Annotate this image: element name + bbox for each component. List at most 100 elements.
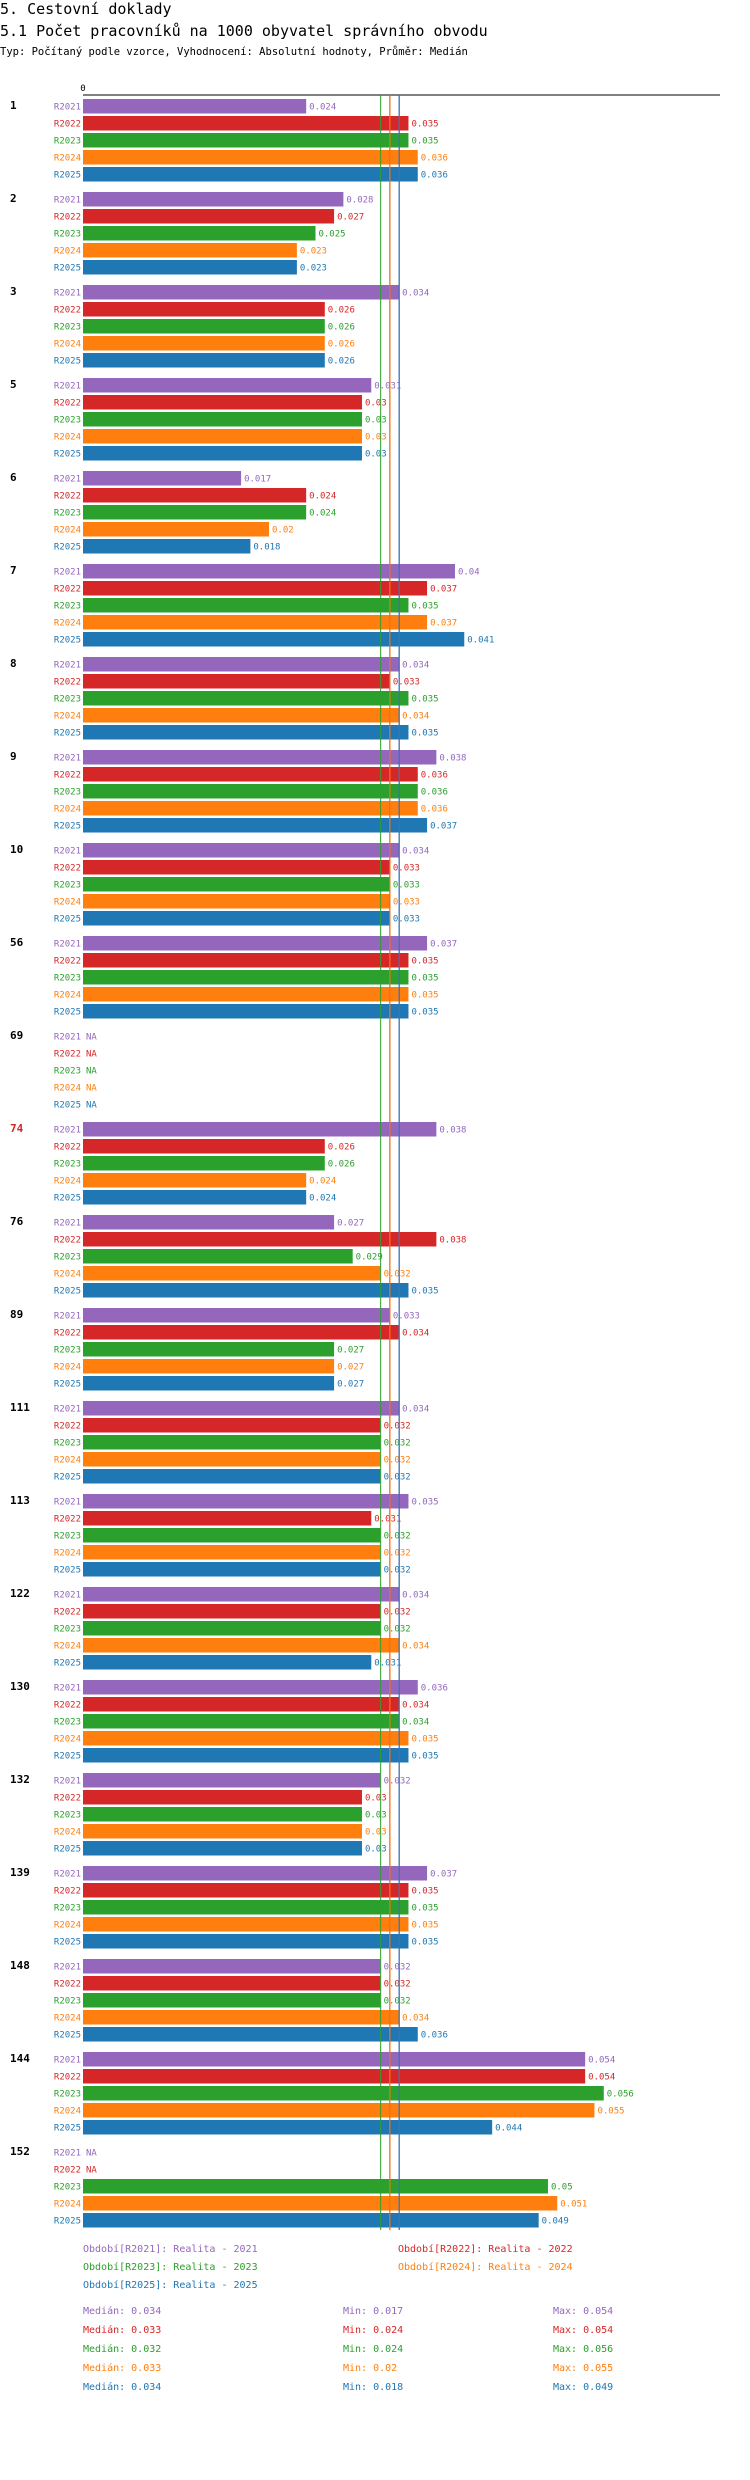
series-row-label: R2021 (54, 754, 81, 764)
bar-value-label: 0.054 (588, 2056, 615, 2066)
bar (83, 894, 390, 909)
bar (83, 784, 418, 799)
bar (83, 1545, 381, 1560)
bar (83, 1900, 409, 1915)
series-row-label: R2023 (54, 602, 81, 612)
bar-value-label: 0.03 (365, 1811, 387, 1821)
bar (83, 2010, 400, 2025)
series-row-label: R2021 (54, 847, 81, 857)
bar-value-label: 0.035 (411, 137, 438, 147)
na-label: NA (86, 1067, 97, 1077)
category-label: 76 (10, 1215, 24, 1228)
stat-median: Medián: 0.032 (83, 2343, 161, 2355)
bar (83, 2086, 604, 2101)
stat-min: Min: 0.024 (343, 2344, 403, 2355)
series-row-label: R2023 (54, 1625, 81, 1635)
bar-value-label: 0.036 (421, 154, 448, 164)
bar (83, 936, 428, 951)
bar (83, 2052, 586, 2067)
bar (83, 1401, 400, 1416)
category-label: 2 (10, 192, 17, 205)
stat-min: Min: 0.017 (343, 2306, 403, 2317)
bar (83, 471, 242, 486)
category-label: 113 (10, 1494, 30, 1507)
bar-value-label: 0.023 (300, 247, 327, 257)
series-row-label: R2022 (54, 1236, 81, 1246)
bar (83, 1638, 400, 1653)
series-row-label: R2025 (54, 1473, 81, 1483)
bar (83, 1976, 381, 1991)
series-row-label: R2023 (54, 230, 81, 240)
bar-value-label: 0.035 (411, 1008, 438, 1018)
bar (83, 429, 362, 444)
bar-value-label: 0.034 (402, 1701, 429, 1711)
bar (83, 1841, 362, 1856)
series-row-label: R2022 (54, 957, 81, 967)
series-row-label: R2022 (54, 2073, 81, 2083)
bar (83, 1469, 381, 1484)
bar-value-label: 0.033 (393, 1312, 420, 1322)
series-row-label: R2023 (54, 788, 81, 798)
bar-value-label: 0.032 (384, 1473, 411, 1483)
bar-value-label: 0.035 (411, 1921, 438, 1931)
series-row-label: R2022 (54, 1050, 81, 1060)
stat-min: Min: 0.024 (343, 2325, 403, 2336)
bar (83, 353, 325, 368)
bar-value-label: 0.032 (384, 1439, 411, 1449)
bar-value-label: 0.034 (402, 1718, 429, 1728)
bar (83, 99, 307, 114)
bar (83, 2213, 539, 2228)
category-label: 5 (10, 378, 17, 391)
category-label: 7 (10, 564, 17, 577)
bar (83, 1697, 400, 1712)
bar (83, 2027, 418, 2042)
series-row-label: R2023 (54, 1439, 81, 1449)
series-row-label: R2024 (54, 1084, 81, 1094)
category-label: 56 (10, 936, 24, 949)
chart-note: Typ: Počítaný podle vzorce, Vyhodnocení:… (0, 46, 468, 58)
series-row-label: R2023 (54, 1811, 81, 1821)
bar (83, 1452, 381, 1467)
bar (83, 970, 409, 985)
stat-median: Medián: 0.034 (83, 2381, 161, 2393)
category-label: 130 (10, 1680, 30, 1693)
series-row-label: R2023 (54, 1997, 81, 2007)
series-row-label: R2024 (54, 247, 81, 257)
bar (83, 2103, 595, 2118)
bar-value-label: 0.026 (328, 306, 355, 316)
stat-max: Max: 0.054 (553, 2306, 613, 2317)
series-row-label: R2024 (54, 433, 81, 443)
legend-item: Období[R2023]: Realita - 2023 (83, 2261, 258, 2273)
bar (83, 2069, 586, 2084)
bar (83, 598, 409, 613)
series-row-label: R2023 (54, 2090, 81, 2100)
bar-value-label: 0.034 (402, 2014, 429, 2024)
bar (83, 1655, 372, 1670)
bar (83, 725, 409, 740)
bar-value-label: 0.03 (365, 416, 387, 426)
bar (83, 336, 325, 351)
bar (83, 1883, 409, 1898)
bar-value-label: 0.037 (430, 619, 457, 629)
series-row-label: R2021 (54, 475, 81, 485)
bar-value-label: 0.035 (411, 695, 438, 705)
na-label: NA (86, 1033, 97, 1043)
series-row-label: R2023 (54, 695, 81, 705)
series-row-label: R2024 (54, 1828, 81, 1838)
bar (83, 708, 400, 723)
bar (83, 581, 428, 596)
bar-value-label: 0.035 (411, 120, 438, 130)
bar-value-label: 0.029 (356, 1253, 383, 1263)
series-row-label: R2025 (54, 264, 81, 274)
series-row-label: R2021 (54, 568, 81, 578)
bar (83, 1435, 381, 1450)
category-label: 111 (10, 1401, 30, 1414)
bar-value-label: 0.024 (309, 492, 336, 502)
series-row-label: R2024 (54, 1642, 81, 1652)
bar (83, 285, 400, 300)
series-row-label: R2024 (54, 1456, 81, 1466)
bar (83, 1680, 418, 1695)
stat-median: Medián: 0.033 (83, 2362, 161, 2374)
bar-value-label: 0.018 (253, 543, 280, 553)
bar (83, 505, 307, 520)
